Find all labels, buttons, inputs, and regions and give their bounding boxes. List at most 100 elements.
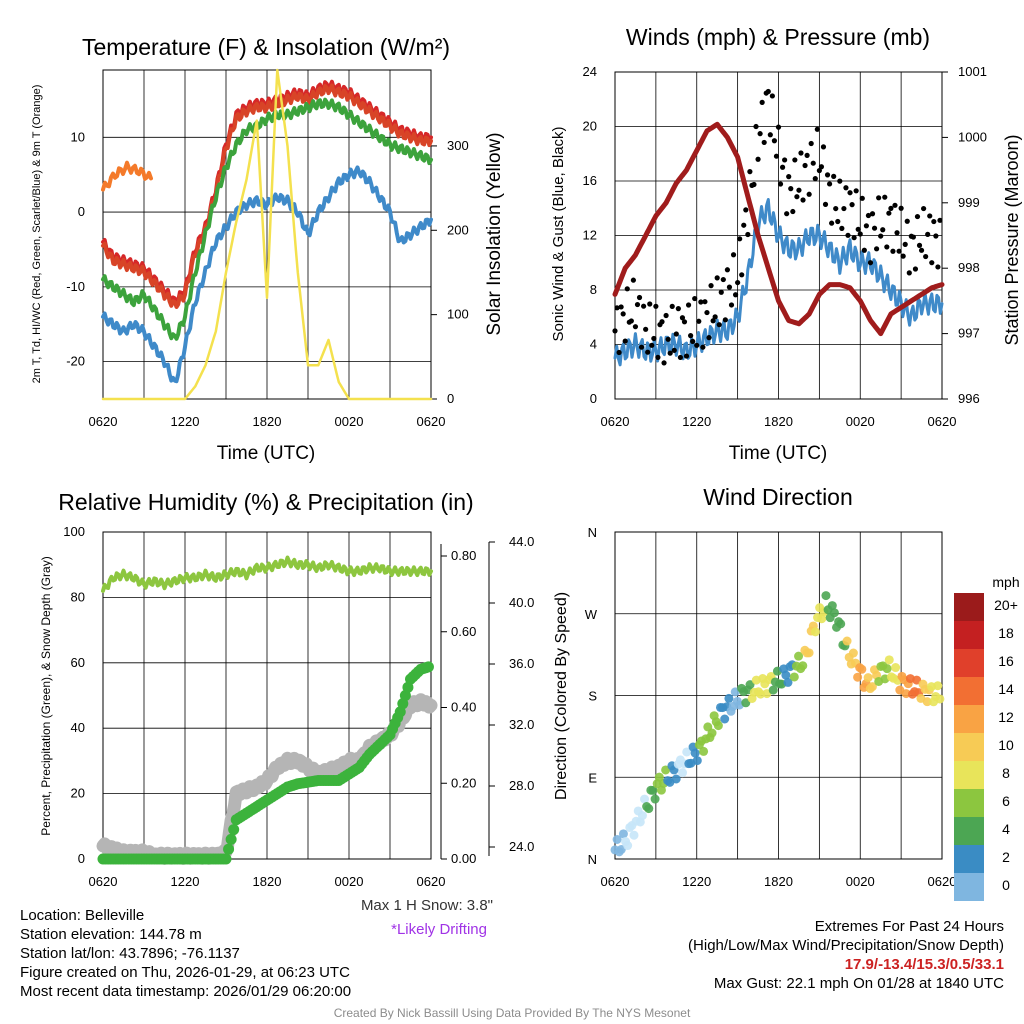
- direction-title: Wind Direction: [703, 484, 853, 510]
- winds-gust-point: [700, 344, 706, 350]
- direction-point: [781, 670, 791, 680]
- temperature-right-tick-label: 200: [447, 222, 469, 237]
- winds-gust-point: [888, 205, 894, 211]
- winds-gust-point: [869, 211, 876, 217]
- humidity-xtick-label: 0620: [417, 874, 446, 889]
- winds-gust-point: [777, 181, 784, 187]
- winds-gust-point: [767, 132, 773, 138]
- direction-point: [629, 830, 639, 840]
- winds-gust-point: [735, 279, 741, 286]
- direction-point: [922, 697, 932, 707]
- winds-gust-point: [706, 335, 712, 341]
- winds-gust-point: [937, 217, 943, 223]
- winds-gust-point: [784, 211, 790, 217]
- direction-point: [848, 648, 858, 658]
- winds-gust-point: [651, 335, 657, 342]
- winds-gust-point: [632, 324, 639, 330]
- pressure-ylabel: Station Pressure (Maroon): [1002, 134, 1022, 345]
- winds-gust-point: [732, 292, 739, 298]
- winds-gust-point: [702, 299, 708, 305]
- winds-gust-point: [931, 218, 937, 225]
- winds-series-pressure: [612, 121, 945, 337]
- direction-point: [891, 663, 901, 673]
- legend-swatch: [954, 649, 984, 677]
- winds-gust-point: [812, 176, 818, 182]
- winds-gust-point: [714, 275, 720, 281]
- temperature-title: Temperature (F) & Insolation (W/m²): [82, 34, 450, 60]
- direction-point: [661, 765, 671, 775]
- temperature-xtick-label: 1220: [171, 414, 200, 429]
- precip-tick-label: 0.20: [451, 775, 476, 790]
- winds-ylabel: Sonic Wind & Gust (Blue, Black): [550, 126, 567, 341]
- winds-gust-point: [841, 205, 847, 212]
- winds-gust-point: [775, 124, 782, 130]
- winds-gust-point: [876, 195, 882, 201]
- direction-point: [810, 627, 820, 637]
- snow-tick-label: 32.0: [509, 717, 534, 732]
- winds-gust-point: [886, 210, 892, 216]
- legend-label: 2: [1002, 849, 1010, 865]
- direction-point: [882, 664, 892, 674]
- winds-gust-point: [675, 306, 681, 312]
- winds-gust-point: [641, 303, 647, 309]
- winds-gust-point: [923, 253, 929, 260]
- winds-gust-point: [894, 230, 900, 236]
- legend-label: 18: [998, 625, 1014, 641]
- winds-gust-point: [728, 302, 735, 308]
- winds-gust-point: [690, 338, 696, 344]
- direction-ytick-label: E: [588, 770, 597, 785]
- direction-point: [745, 680, 755, 690]
- temperature-series-td: [101, 97, 433, 341]
- winds-gust-point: [634, 301, 641, 308]
- direction-point: [789, 672, 799, 682]
- extremes-values: 17.9/-13.4/15.3/0.5/33.1: [844, 956, 1004, 973]
- winds-gust-point: [616, 349, 622, 356]
- winds-gust-point: [792, 157, 798, 163]
- winds-ytick-label: 24: [583, 64, 597, 79]
- temperature-right-tick-label: 300: [447, 138, 469, 153]
- winds-gust-point: [753, 123, 759, 130]
- winds-gust-point: [720, 276, 726, 283]
- winds-gust-point: [782, 157, 788, 163]
- humidity-series-rh: [101, 555, 433, 593]
- direction-point: [863, 673, 873, 683]
- winds-gust-point: [833, 205, 839, 212]
- legend-label: 6: [1002, 793, 1010, 809]
- winds-gust-point: [794, 194, 800, 200]
- temperature-ytick-label: 0: [78, 204, 85, 219]
- winds-gust-point: [618, 304, 624, 310]
- direction-point: [783, 677, 793, 687]
- temperature-xtick-label: 0020: [335, 414, 364, 429]
- winds-right-tick-label: 998: [958, 260, 980, 275]
- temperature-xtick-label: 1820: [253, 414, 282, 429]
- extremes-panel: Extremes For Past 24 Hours (High/Low/Max…: [688, 917, 1004, 993]
- direction-point: [935, 694, 945, 704]
- snow-tick-label: 24.0: [509, 839, 534, 854]
- precip-tick-label: 0.80: [451, 548, 476, 563]
- legend-swatch: [954, 789, 984, 817]
- winds-gust-point: [853, 188, 859, 194]
- direction-xtick-label: 0620: [928, 874, 957, 889]
- winds-right-tick-label: 1000: [958, 129, 987, 144]
- winds-gust-point: [884, 244, 890, 250]
- winds-gust-point: [857, 231, 863, 237]
- winds-gust-point: [665, 336, 671, 342]
- winds-gust-point: [865, 212, 872, 219]
- winds-gust-point: [716, 322, 722, 328]
- winds-gust-point: [822, 201, 829, 207]
- winds-gust-point: [696, 318, 702, 324]
- winds-ytick-label: 16: [583, 173, 597, 188]
- winds-xtick-label: 0620: [928, 414, 957, 429]
- direction-point: [644, 804, 654, 814]
- direction-point: [827, 601, 837, 611]
- winds-gust-point: [806, 191, 812, 197]
- temperature-ytick-label: -10: [66, 279, 85, 294]
- precip-tick-label: 0.00: [451, 851, 476, 866]
- humidity-xtick-label: 1220: [171, 874, 200, 889]
- direction-point: [678, 768, 688, 778]
- winds-gust-point: [761, 139, 767, 146]
- winds-gust-point: [624, 286, 630, 292]
- direction-point: [637, 811, 647, 821]
- winds-gust-point: [663, 312, 669, 319]
- winds-ytick-label: 0: [590, 391, 597, 406]
